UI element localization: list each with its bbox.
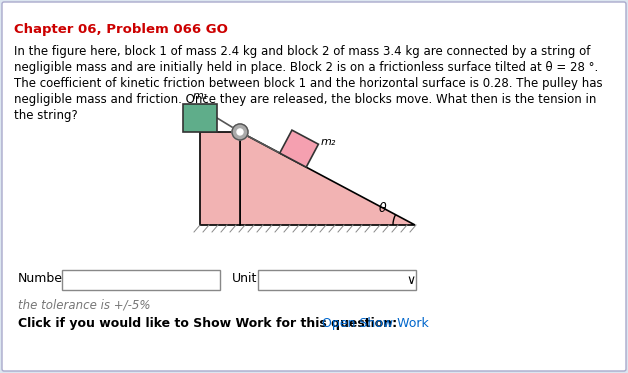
Text: negligible mass and friction. Once they are released, the blocks move. What then: negligible mass and friction. Once they … [14,93,597,106]
Text: The coefficient of kinetic friction between block 1 and the horizontal surface i: The coefficient of kinetic friction betw… [14,77,603,90]
Text: Number: Number [18,272,68,285]
Text: Click if you would like to Show Work for this question:: Click if you would like to Show Work for… [18,317,397,329]
Text: Chapter 06, Problem 066 GO: Chapter 06, Problem 066 GO [14,23,228,36]
Text: the string?: the string? [14,109,78,122]
Text: θ: θ [379,202,387,215]
Bar [258,270,416,290]
Text: the tolerance is +/-5%: the tolerance is +/-5% [18,298,151,311]
Bar [62,270,220,290]
Polygon shape [240,132,415,225]
Circle shape [237,129,243,135]
Text: Unit: Unit [232,272,257,285]
Text: Open Show Work: Open Show Work [322,317,429,329]
Circle shape [232,124,248,140]
Text: m₂: m₂ [321,137,337,147]
Bar [279,130,318,167]
Text: In the figure here, block 1 of mass 2.4 kg and block 2 of mass 3.4 kg are connec: In the figure here, block 1 of mass 2.4 … [14,45,590,58]
Text: ∨: ∨ [406,273,415,286]
Bar [183,104,217,132]
Text: m₁: m₁ [192,91,208,101]
Polygon shape [200,132,240,225]
Text: negligible mass and are initially held in place. Block 2 is on a frictionless su: negligible mass and are initially held i… [14,61,598,74]
